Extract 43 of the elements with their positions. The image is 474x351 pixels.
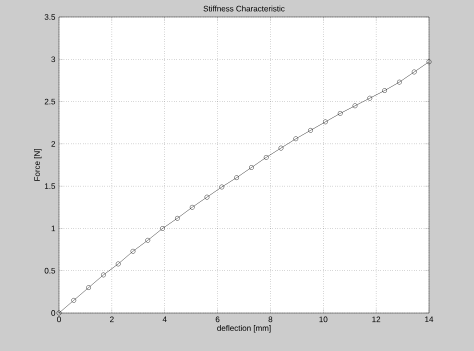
- x-tick-label: 12: [372, 316, 380, 322]
- point: [264, 154, 269, 160]
- point: [116, 262, 121, 266]
- y-tick-label: 0: [51, 310, 56, 316]
- point: [382, 88, 388, 93]
- x-tick-label: 10: [319, 316, 328, 322]
- point: [367, 96, 372, 101]
- point: [397, 80, 402, 85]
- x-tick-label: 2: [110, 316, 114, 322]
- point: [352, 103, 358, 108]
- point: [86, 285, 91, 290]
- point: [175, 216, 180, 221]
- y-tick-label: 2: [51, 141, 56, 147]
- x-tick-label: 4: [162, 316, 167, 322]
- point: [71, 298, 76, 303]
- x-tick-label: 14: [425, 316, 434, 322]
- y-axis-title: Force [N]: [34, 149, 42, 181]
- y-tick-label: 2.5: [44, 98, 56, 104]
- point: [323, 119, 328, 124]
- point: [204, 194, 210, 200]
- point: [190, 204, 195, 210]
- point: [293, 136, 298, 142]
- point: [145, 238, 150, 243]
- point: [412, 70, 417, 74]
- point: [338, 111, 343, 116]
- chart-title: Stiffness Characteristic: [204, 6, 285, 12]
- x-axis-title: deflection [mm]: [217, 325, 271, 333]
- point: [101, 272, 106, 278]
- y-tick-label: 0.5: [44, 268, 56, 274]
- x-tick-label: 0: [57, 316, 61, 322]
- y-tick-label: 1: [52, 226, 56, 232]
- point: [278, 146, 284, 150]
- y-tick-label: 3: [51, 56, 56, 62]
- point: [249, 165, 254, 170]
- point: [308, 128, 313, 133]
- point: [130, 248, 136, 254]
- point: [219, 184, 224, 190]
- y-tick-label: 3.5: [44, 14, 56, 20]
- x-tick-label: 6: [216, 316, 220, 322]
- point: [234, 175, 239, 180]
- x-tick-label: 8: [268, 316, 272, 322]
- point: [160, 226, 166, 231]
- y-tick-label: 1.5: [44, 183, 56, 189]
